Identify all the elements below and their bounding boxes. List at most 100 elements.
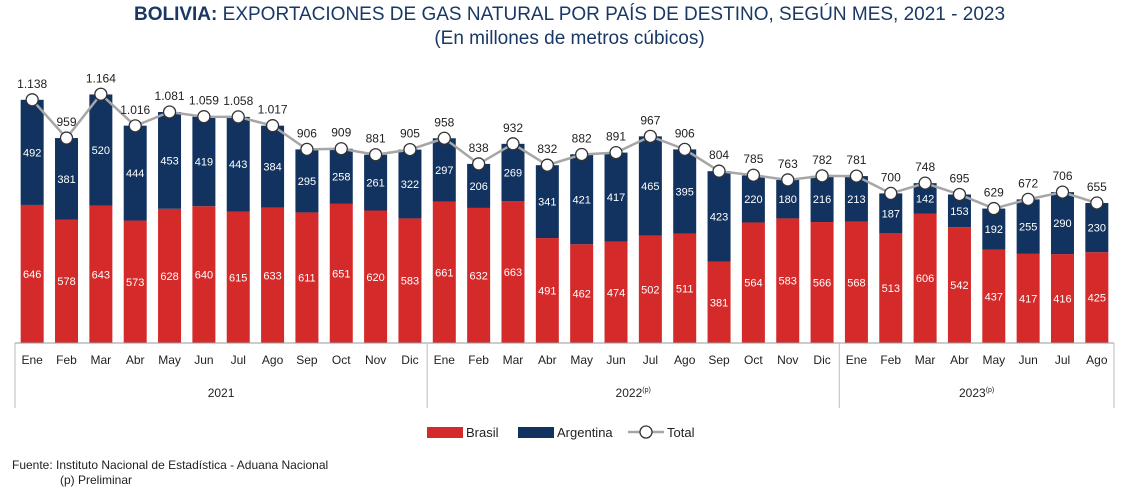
bar-brasil (947, 227, 971, 343)
label-brasil: 663 (504, 267, 522, 279)
total-marker (609, 145, 623, 160)
label-brasil: 573 (126, 277, 144, 289)
bar-brasil (1016, 253, 1040, 343)
label-argentina: 216 (813, 194, 831, 206)
label-argentina: 423 (710, 211, 728, 223)
label-argentina: 290 (1053, 218, 1071, 230)
label-brasil: 491 (538, 286, 556, 298)
total-marker (987, 201, 1001, 216)
bar-brasil (982, 249, 1006, 343)
label-argentina: 255 (1019, 222, 1037, 234)
label-total: 905 (400, 127, 420, 141)
tick-label: Jul (231, 353, 246, 367)
tick-label: Oct (744, 353, 763, 367)
label-brasil: 633 (263, 270, 281, 282)
bar-argentina (947, 194, 971, 228)
bar-brasil (604, 241, 628, 343)
bar-argentina (123, 125, 147, 221)
label-argentina: 269 (504, 168, 522, 180)
legend-swatch-brasil (427, 427, 463, 438)
label-total: 804 (709, 148, 729, 162)
total-marker (815, 169, 829, 183)
label-argentina: 187 (882, 208, 900, 220)
label-argentina: 395 (676, 187, 694, 199)
bar-brasil (879, 233, 903, 343)
legend-label-brasil: Brasil (466, 425, 499, 440)
tick-label: Sep (296, 353, 318, 367)
label-brasil: 568 (847, 277, 865, 289)
total-marker (918, 176, 932, 190)
label-total: 958 (434, 115, 454, 129)
label-argentina: 220 (744, 194, 762, 206)
label-brasil: 583 (779, 276, 797, 288)
tick-label: Jun (194, 353, 213, 367)
label-total: 959 (57, 115, 77, 129)
total-marker (575, 147, 589, 162)
total-marker (540, 158, 554, 172)
bar-argentina (707, 171, 731, 262)
total-marker (678, 142, 692, 157)
label-total: 700 (881, 170, 901, 184)
label-argentina: 465 (641, 181, 659, 193)
label-argentina: 417 (607, 192, 625, 204)
label-brasil: 628 (160, 271, 178, 283)
label-argentina: 384 (263, 162, 281, 174)
label-total: 763 (778, 157, 798, 171)
label-argentina: 295 (298, 176, 316, 188)
label-total: 781 (846, 153, 866, 167)
total-marker (952, 187, 967, 202)
tick-label: Jul (1055, 353, 1070, 367)
legend-label-total: Total (667, 425, 695, 440)
total-marker (25, 93, 39, 107)
label-argentina: 341 (538, 197, 556, 209)
total-marker (59, 131, 74, 145)
total-marker (94, 87, 108, 101)
label-brasil: 564 (744, 278, 762, 290)
bar-argentina (535, 165, 559, 239)
legend-marker-total (639, 425, 653, 439)
bar-brasil (158, 208, 182, 343)
tick-label: Mar (91, 353, 112, 367)
label-total: 967 (640, 113, 660, 127)
total-marker (334, 142, 348, 156)
bar-argentina (295, 149, 319, 213)
label-brasil: 643 (92, 269, 110, 281)
label-total: 881 (366, 132, 386, 146)
bar-brasil (501, 201, 525, 343)
bar-argentina (776, 179, 800, 219)
total-marker (300, 142, 314, 157)
bar-argentina (226, 116, 250, 212)
label-brasil: 615 (229, 272, 247, 284)
bar-brasil (741, 222, 765, 343)
bar-argentina (879, 193, 903, 234)
label-argentina: 444 (126, 168, 144, 180)
bar-argentina (741, 175, 765, 223)
bar-brasil (123, 220, 147, 343)
bar-brasil (89, 205, 113, 343)
bar-argentina (20, 99, 44, 205)
label-total: 706 (1052, 169, 1072, 183)
tick-label: Feb (880, 353, 901, 367)
label-brasil: 606 (916, 273, 934, 285)
tick-label: Dic (401, 353, 418, 367)
label-argentina: 421 (572, 194, 590, 206)
total-marker (197, 110, 211, 124)
bar-brasil (810, 222, 834, 343)
label-argentina: 261 (366, 178, 384, 190)
bar-argentina (364, 154, 388, 211)
total-marker (1021, 192, 1035, 207)
total-line (31, 92, 1098, 210)
group-label: 2021 (208, 386, 235, 400)
bar-brasil (432, 201, 456, 343)
tick-label: May (158, 353, 181, 367)
bar-brasil (673, 233, 697, 343)
group-label: 2022(p) (616, 386, 651, 400)
tick-label: Nov (365, 353, 386, 367)
bar-argentina (570, 154, 594, 245)
label-total: 629 (984, 186, 1004, 200)
bar-brasil (20, 204, 44, 343)
label-total: 785 (743, 152, 763, 166)
label-argentina: 206 (469, 181, 487, 193)
label-total: 655 (1087, 180, 1107, 194)
bar-argentina (329, 148, 353, 204)
